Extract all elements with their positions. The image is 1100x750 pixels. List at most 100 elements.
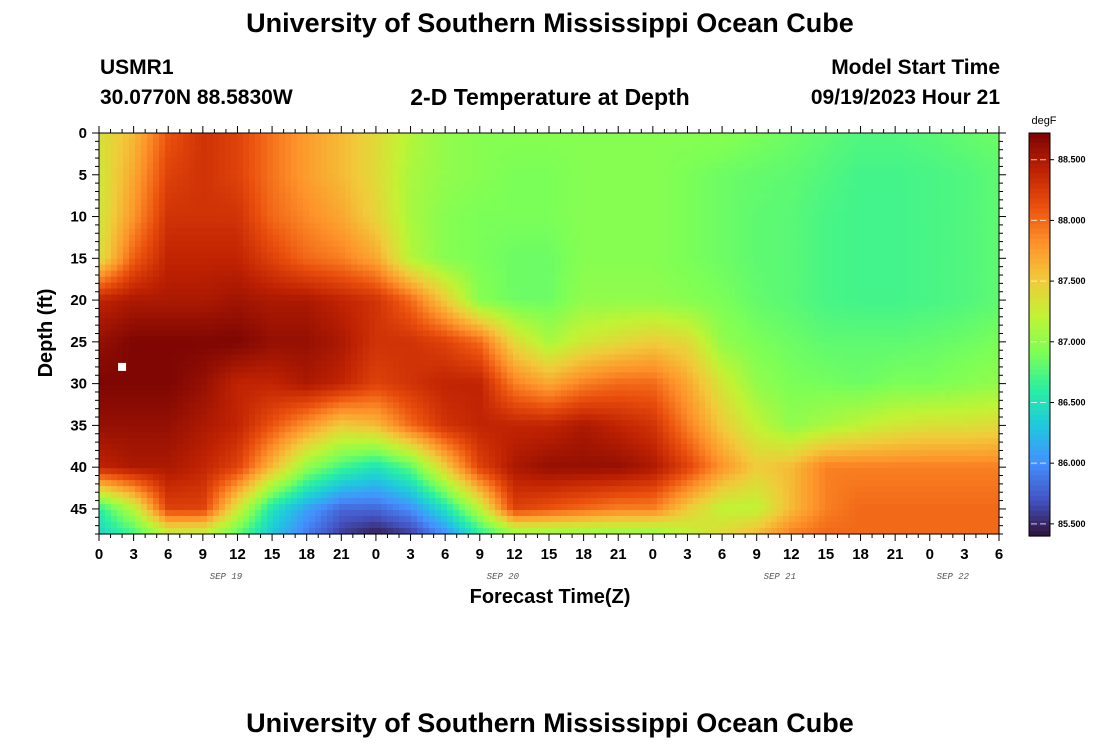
heatmap-cell [615,168,622,176]
heatmap-cell [417,133,424,140]
heatmap-cell [705,246,712,254]
heatmap-cell [909,258,916,266]
heatmap-cell [879,186,886,194]
heatmap-cell [363,252,370,260]
heatmap-cell [945,210,952,218]
heatmap-cell [801,288,808,296]
heatmap-cell [255,246,262,254]
heatmap-cell [303,150,310,158]
heatmap-cell [429,162,436,170]
heatmap-cell [579,174,586,182]
heatmap-cell [555,144,562,152]
heatmap-cell [573,192,580,200]
heatmap-cell [819,180,826,188]
heatmap-cell [315,210,322,218]
heatmap-cell [741,252,748,260]
heatmap-cell [825,300,832,308]
heatmap-cell [513,240,520,248]
heatmap-cell [291,222,298,230]
heatmap-cell [597,150,604,158]
heatmap-cell [393,162,400,170]
heatmap-cell [711,174,718,182]
heatmap-cell [345,133,352,140]
heatmap-cell [861,144,868,152]
heatmap-cell [717,276,724,284]
heatmap-cell [795,228,802,236]
heatmap-cell [291,144,298,152]
heatmap-cell [627,234,634,242]
heatmap-cell [399,138,406,146]
heatmap-cell [987,288,994,296]
heatmap-cell [129,312,136,320]
heatmap-cell [105,252,112,260]
heatmap-cell [183,150,190,158]
heatmap-cell [117,294,124,302]
heatmap-cell [393,324,400,332]
heatmap-cell [813,276,820,284]
heatmap-cell [489,156,496,164]
heatmap-cell [123,174,130,182]
heatmap-cell [735,222,742,230]
heatmap-cell [753,240,760,248]
heatmap-cell [585,252,592,260]
heatmap-cell [453,198,460,206]
heatmap-cell [603,324,610,332]
heatmap-cell [459,276,466,284]
heatmap-cell [711,210,718,218]
heatmap-cell [429,276,436,284]
heatmap-cell [771,133,778,140]
station-coordinates: 30.0770N 88.5830W [100,86,293,109]
heatmap-cell [447,288,454,296]
heatmap-cell [423,144,430,152]
heatmap-cell [279,156,286,164]
heatmap-cell [897,234,904,242]
heatmap-cell [969,306,976,314]
heatmap-cell [873,234,880,242]
heatmap-cell [657,282,664,290]
heatmap-cell [333,228,340,236]
heatmap-cell [873,240,880,248]
heatmap-cell [417,324,424,332]
heatmap-cell [777,228,784,236]
heatmap-cell [465,306,472,314]
heatmap-cell [111,312,118,320]
heatmap-cell [195,252,202,260]
heatmap-cell [519,138,526,146]
heatmap-cell [879,198,886,206]
heatmap-cell [393,204,400,212]
heatmap-cell [717,264,724,272]
heatmap-cell [171,240,178,248]
heatmap-cell [333,294,340,302]
heatmap-cell [933,318,940,326]
heatmap-cell [741,133,748,140]
heatmap-cell [801,192,808,200]
heatmap-cell [633,204,640,212]
heatmap-cell [549,174,556,182]
heatmap-cell [657,168,664,176]
heatmap-cell [771,168,778,176]
heatmap-cell [867,252,874,260]
heatmap-cell [747,216,754,224]
heatmap-cell [351,246,358,254]
heatmap-cell [357,294,364,302]
heatmap-cell [753,300,760,308]
heatmap-cell [297,198,304,206]
heatmap-cell [663,222,670,230]
heatmap-cell [783,150,790,158]
heatmap-cell [261,264,268,272]
heatmap-cell [747,264,754,272]
heatmap-cell [729,282,736,290]
heatmap-cell [423,192,430,200]
heatmap-cell [363,324,370,332]
heatmap-cell [681,186,688,194]
heatmap-cell [819,288,826,296]
heatmap-cell [369,186,376,194]
heatmap-cell [141,198,148,206]
heatmap-cell [339,168,346,176]
heatmap-cell [375,168,382,176]
heatmap-cell [339,234,346,242]
heatmap-cell [123,156,130,164]
heatmap-cell [615,234,622,242]
heatmap-cell [819,282,826,290]
heatmap-cell [249,144,256,152]
